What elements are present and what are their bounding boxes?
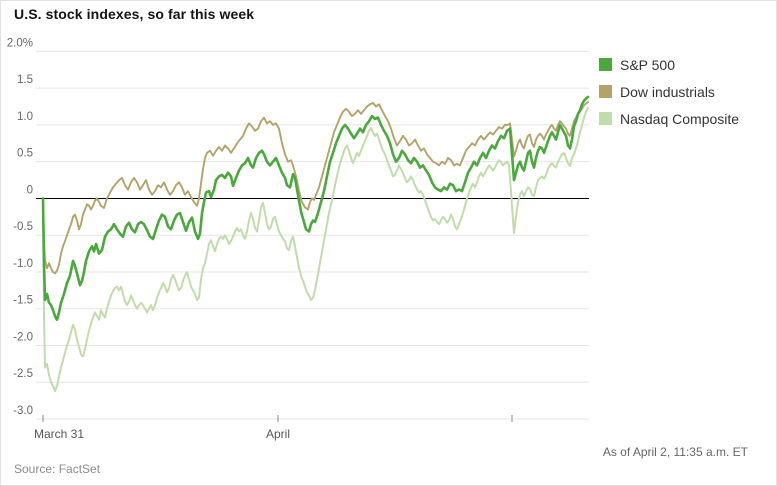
x-axis-tick-label: April [266, 427, 290, 441]
y-axis-tick-label: 2.0% [7, 37, 33, 49]
series-line-nasdaq [42, 107, 589, 393]
y-axis-tick-label: 1.0 [17, 111, 33, 123]
legend-item-sp500: S&P 500 [599, 51, 739, 78]
x-axis-tick-label: March 31 [34, 427, 84, 441]
y-axis-tick-label: -1.5 [13, 295, 33, 307]
series-line-dow [42, 101, 589, 275]
legend-label-nasdaq: Nasdaq Composite [620, 110, 740, 127]
legend-label-dow: Dow industrials [620, 83, 715, 100]
y-axis-tick-label: -2.5 [13, 368, 33, 380]
legend-swatch-nasdaq [599, 112, 612, 125]
legend-swatch-sp500 [599, 58, 612, 71]
y-axis-tick-label: 1.5 [17, 74, 33, 86]
y-axis-tick-label: -0.5 [13, 221, 33, 233]
legend-item-dow: Dow industrials [599, 78, 739, 105]
chart-legend: S&P 500 Dow industrials Nasdaq Composite [599, 51, 739, 132]
y-axis-tick-label: -2.0 [13, 331, 33, 343]
legend-label-sp500: S&P 500 [620, 56, 676, 73]
y-axis-tick-label: 0 [27, 184, 33, 196]
chart-title: U.S. stock indexes, so far this week [14, 6, 255, 22]
legend-item-nasdaq: Nasdaq Composite [599, 105, 739, 132]
source-note: Source: FactSet [14, 462, 101, 476]
series-line-sp500 [41, 95, 590, 322]
legend-swatch-dow [599, 85, 612, 98]
asof-note: As of April 2, 11:35 a.m. ET [602, 445, 748, 459]
y-axis-tick-label: -1.0 [13, 258, 33, 270]
y-axis-tick-label: 0.5 [17, 148, 33, 160]
y-axis-tick-label: -3.0 [13, 405, 33, 417]
